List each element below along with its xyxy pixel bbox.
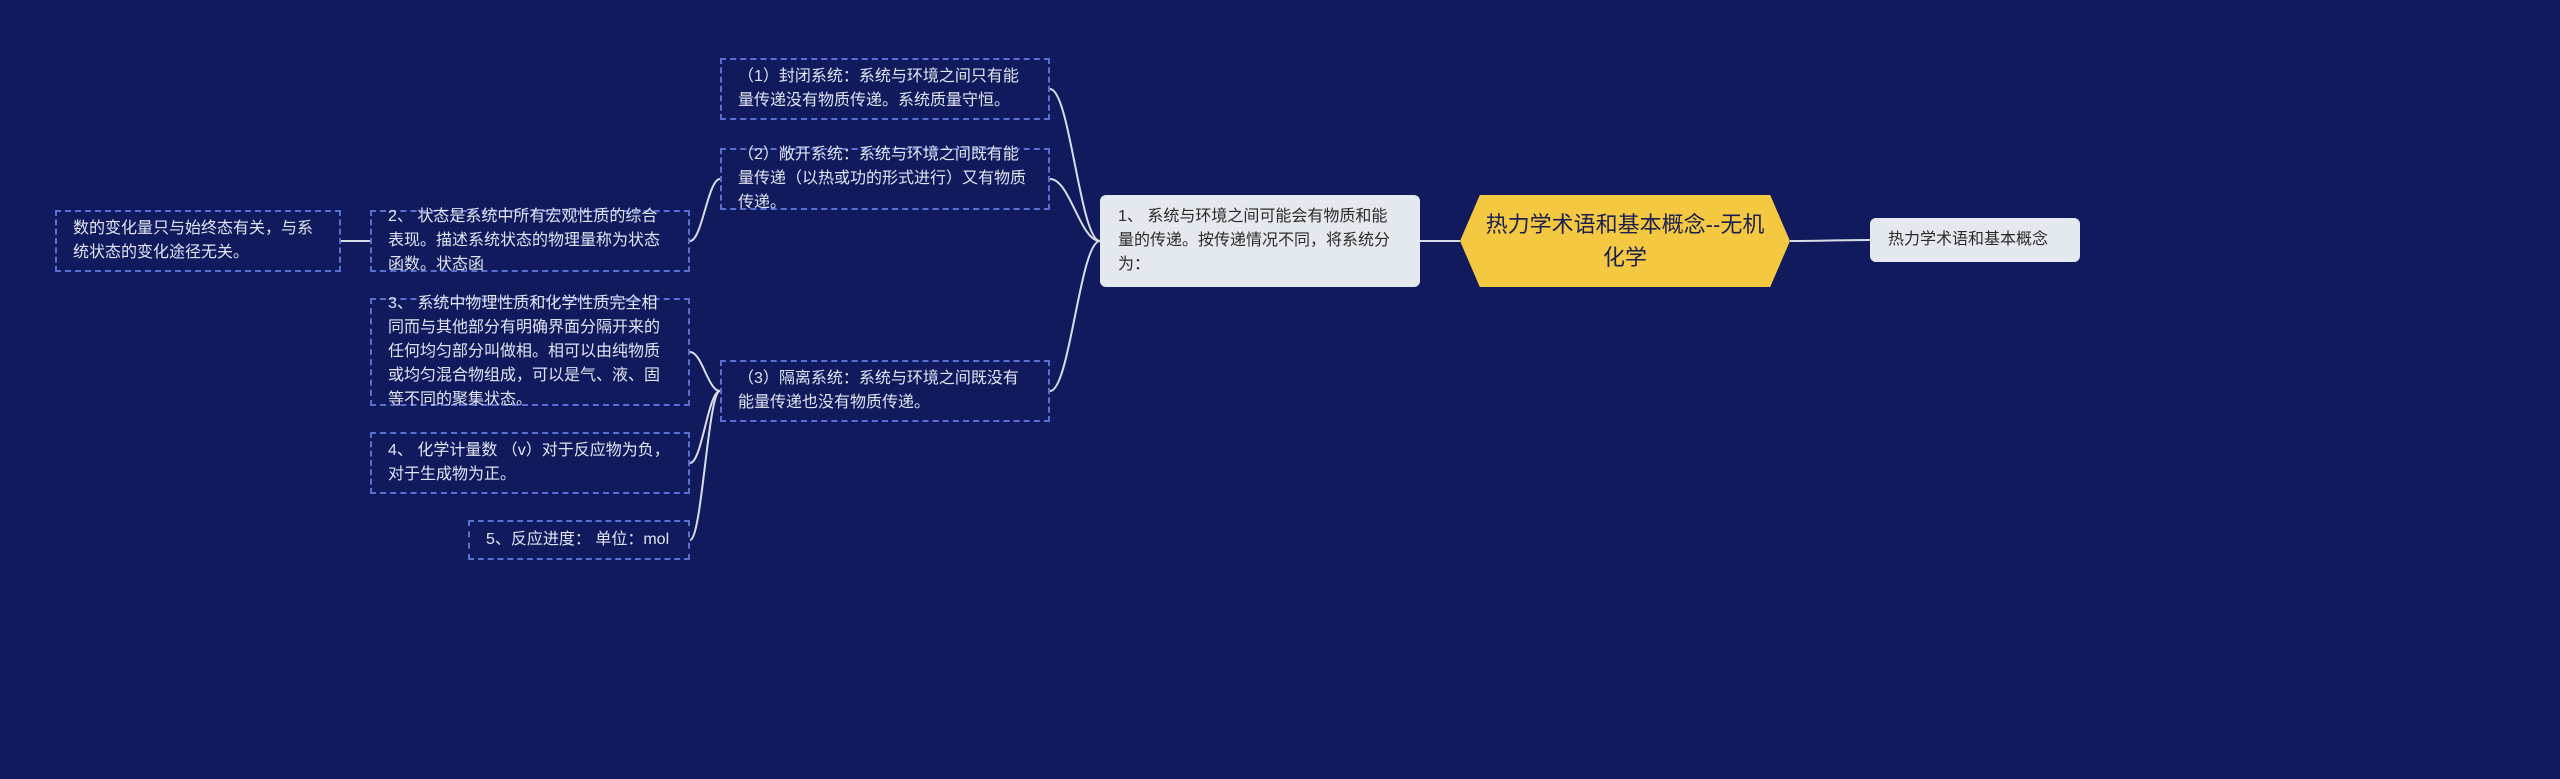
connector <box>1050 89 1100 241</box>
mindmap-node-p4: 4、 化学计量数 （v）对于反应物为负，对于生成物为正。 <box>370 432 690 494</box>
mindmap-node-p2: 2、 状态是系统中所有宏观性质的综合表现。描述系统状态的物理量称为状态函数。状态… <box>370 210 690 272</box>
connector <box>1050 241 1100 391</box>
connector <box>690 179 720 241</box>
mindmap-node-left1: 1、 系统与环境之间可能会有物质和能量的传递。按传递情况不同，将系统分为： <box>1100 195 1420 287</box>
mindmap-node-sys1: （1）封闭系统：系统与环境之间只有能量传递没有物质传递。系统质量守恒。 <box>720 58 1050 120</box>
mindmap-node-right1: 热力学术语和基本概念 <box>1870 218 2080 262</box>
mindmap-node-p5: 5、反应进度： 单位：mol <box>468 520 690 560</box>
mindmap-node-root: 热力学术语和基本概念--无机化学 <box>1460 195 1790 287</box>
connector <box>1790 240 1870 241</box>
connector <box>690 352 720 391</box>
mindmap-node-sys2: （2）敞开系统：系统与环境之间既有能量传递（以热或功的形式进行）又有物质传递。 <box>720 148 1050 210</box>
mindmap-node-p3: 3、 系统中物理性质和化学性质完全相同而与其他部分有明确界面分隔开来的任何均匀部… <box>370 298 690 406</box>
mindmap-node-sys3: （3）隔离系统：系统与环境之间既没有能量传递也没有物质传递。 <box>720 360 1050 422</box>
connector <box>690 391 720 540</box>
mindmap-node-p2sub: 数的变化量只与始终态有关，与系统状态的变化途径无关。 <box>55 210 341 272</box>
connector <box>690 391 720 463</box>
